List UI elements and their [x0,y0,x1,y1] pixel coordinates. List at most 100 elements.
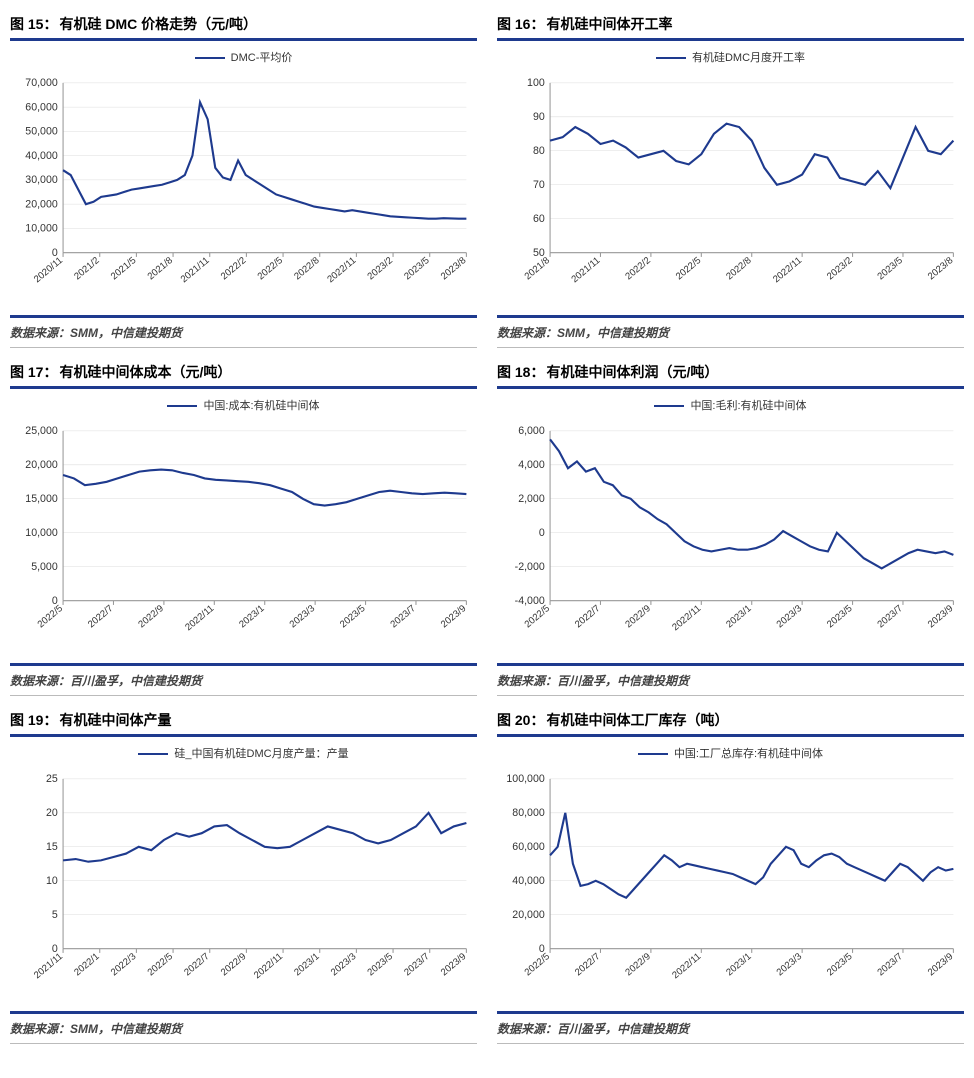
svg-text:70: 70 [533,179,545,191]
svg-text:2022/1: 2022/1 [72,951,101,978]
figure-number: 图 17： [10,362,57,382]
svg-text:2021/11: 2021/11 [179,255,212,285]
chart-source: 数据来源：SMM，中信建投期货 [10,315,477,348]
svg-text:20,000: 20,000 [25,459,58,471]
chart-title-row: 图 16：有机硅中间体开工率 [497,10,964,41]
figure-title: 有机硅中间体开工率 [546,14,672,34]
svg-text:2023/5: 2023/5 [825,603,854,630]
chart-svg: 020,00040,00060,00080,000100,0002022/520… [497,765,964,1005]
svg-text:2022/2: 2022/2 [219,255,248,282]
svg-text:70,000: 70,000 [25,77,58,89]
svg-text:2023/8: 2023/8 [439,255,468,282]
svg-text:2,000: 2,000 [518,493,545,505]
svg-text:2022/7: 2022/7 [573,603,602,630]
chart-plot-area: -4,000-2,00002,0004,0006,0002022/52022/7… [497,417,964,657]
chart-svg: 05101520252021/112022/12022/32022/52022/… [10,765,477,1005]
figure-title: 有机硅中间体产量 [59,710,171,730]
svg-text:2021/2: 2021/2 [72,255,101,282]
chart-svg: 50607080901002021/82021/112022/22022/520… [497,69,964,309]
figure-number: 图 19： [10,710,57,730]
legend-line-icon [167,405,197,407]
chart-legend: 有机硅DMC月度开工率 [497,49,964,65]
svg-text:2023/3: 2023/3 [775,951,804,978]
svg-text:2022/7: 2022/7 [86,603,115,630]
svg-text:2020/11: 2020/11 [32,255,65,285]
figure-number: 图 20： [497,710,544,730]
chart-cell-c16: 图 16：有机硅中间体开工率有机硅DMC月度开工率506070809010020… [497,10,964,348]
svg-text:2023/1: 2023/1 [724,951,753,978]
chart-source: 数据来源：百川盈孚，中信建投期货 [497,1011,964,1044]
svg-text:2023/1: 2023/1 [292,951,321,978]
svg-text:2022/9: 2022/9 [623,603,652,630]
chart-svg: -4,000-2,00002,0004,0006,0002022/52022/7… [497,417,964,657]
svg-text:40,000: 40,000 [25,150,58,162]
svg-text:2022/8: 2022/8 [292,255,321,282]
svg-text:2023/7: 2023/7 [388,603,417,630]
chart-plot-area: 50607080901002021/82021/112022/22022/520… [497,69,964,309]
svg-text:2021/11: 2021/11 [32,951,65,981]
svg-text:60,000: 60,000 [25,101,58,113]
chart-cell-c19: 图 19：有机硅中间体产量硅_中国有机硅DMC月度产量：产量0510152025… [10,706,477,1044]
legend-line-icon [138,753,168,755]
figure-number: 图 16： [497,14,544,34]
svg-text:2022/5: 2022/5 [523,603,552,630]
svg-text:2023/1: 2023/1 [237,603,266,630]
svg-text:2022/5: 2022/5 [146,951,175,978]
chart-svg: 05,00010,00015,00020,00025,0002022/52022… [10,417,477,657]
svg-text:2022/5: 2022/5 [36,603,65,630]
chart-cell-c17: 图 17：有机硅中间体成本（元/吨）中国:成本:有机硅中间体05,00010,0… [10,358,477,696]
svg-text:2023/3: 2023/3 [288,603,317,630]
svg-text:2023/5: 2023/5 [875,255,904,282]
svg-text:2022/9: 2022/9 [219,951,248,978]
svg-text:2022/3: 2022/3 [109,951,138,978]
legend-label: 有机硅DMC月度开工率 [692,52,805,64]
svg-text:2021/8: 2021/8 [523,255,552,282]
chart-legend: 中国:毛利:有机硅中间体 [497,397,964,413]
svg-text:2023/7: 2023/7 [402,951,431,978]
svg-text:50,000: 50,000 [25,126,58,138]
svg-text:2023/3: 2023/3 [329,951,358,978]
svg-text:2023/9: 2023/9 [926,951,955,978]
svg-text:2022/11: 2022/11 [183,603,216,633]
chart-svg: 010,00020,00030,00040,00050,00060,00070,… [10,69,477,309]
svg-text:-2,000: -2,000 [515,561,545,573]
svg-text:2023/9: 2023/9 [926,603,955,630]
svg-text:2023/8: 2023/8 [926,255,955,282]
svg-text:2022/11: 2022/11 [670,951,703,981]
svg-text:2022/5: 2022/5 [256,255,285,282]
figure-title: 有机硅中间体利润（元/吨） [546,362,718,382]
chart-source: 数据来源：SMM，中信建投期货 [497,315,964,348]
svg-text:15: 15 [46,841,58,853]
svg-text:5: 5 [52,909,58,921]
svg-text:10,000: 10,000 [25,223,58,235]
chart-cell-c15: 图 15：有机硅 DMC 价格走势（元/吨）DMC-平均价010,00020,0… [10,10,477,348]
svg-text:10,000: 10,000 [25,527,58,539]
chart-title-row: 图 19：有机硅中间体产量 [10,706,477,737]
svg-text:6,000: 6,000 [518,425,545,437]
svg-text:2023/5: 2023/5 [366,951,395,978]
figure-title: 有机硅中间体工厂库存（吨） [546,710,728,730]
chart-title-row: 图 15：有机硅 DMC 价格走势（元/吨） [10,10,477,41]
legend-line-icon [638,753,668,755]
svg-text:2023/1: 2023/1 [724,603,753,630]
svg-text:2022/5: 2022/5 [523,951,552,978]
svg-text:2023/2: 2023/2 [366,255,395,282]
svg-text:2023/9: 2023/9 [439,603,468,630]
svg-text:90: 90 [533,111,545,123]
svg-text:2022/7: 2022/7 [573,951,602,978]
svg-text:60: 60 [533,213,545,225]
svg-text:2022/11: 2022/11 [325,255,358,285]
svg-text:20,000: 20,000 [25,198,58,210]
chart-legend: DMC-平均价 [10,49,477,65]
chart-plot-area: 010,00020,00030,00040,00050,00060,00070,… [10,69,477,309]
chart-legend: 中国:工厂总库存:有机硅中间体 [497,745,964,761]
svg-text:100,000: 100,000 [506,773,544,785]
svg-text:2023/2: 2023/2 [825,255,854,282]
figure-title: 有机硅 DMC 价格走势（元/吨） [59,14,257,34]
figure-number: 图 18： [497,362,544,382]
svg-text:2023/7: 2023/7 [875,951,904,978]
svg-text:2022/11: 2022/11 [252,951,285,981]
legend-label: 硅_中国有机硅DMC月度产量：产量 [174,748,348,760]
svg-text:40,000: 40,000 [512,875,545,887]
figure-number: 图 15： [10,14,57,34]
